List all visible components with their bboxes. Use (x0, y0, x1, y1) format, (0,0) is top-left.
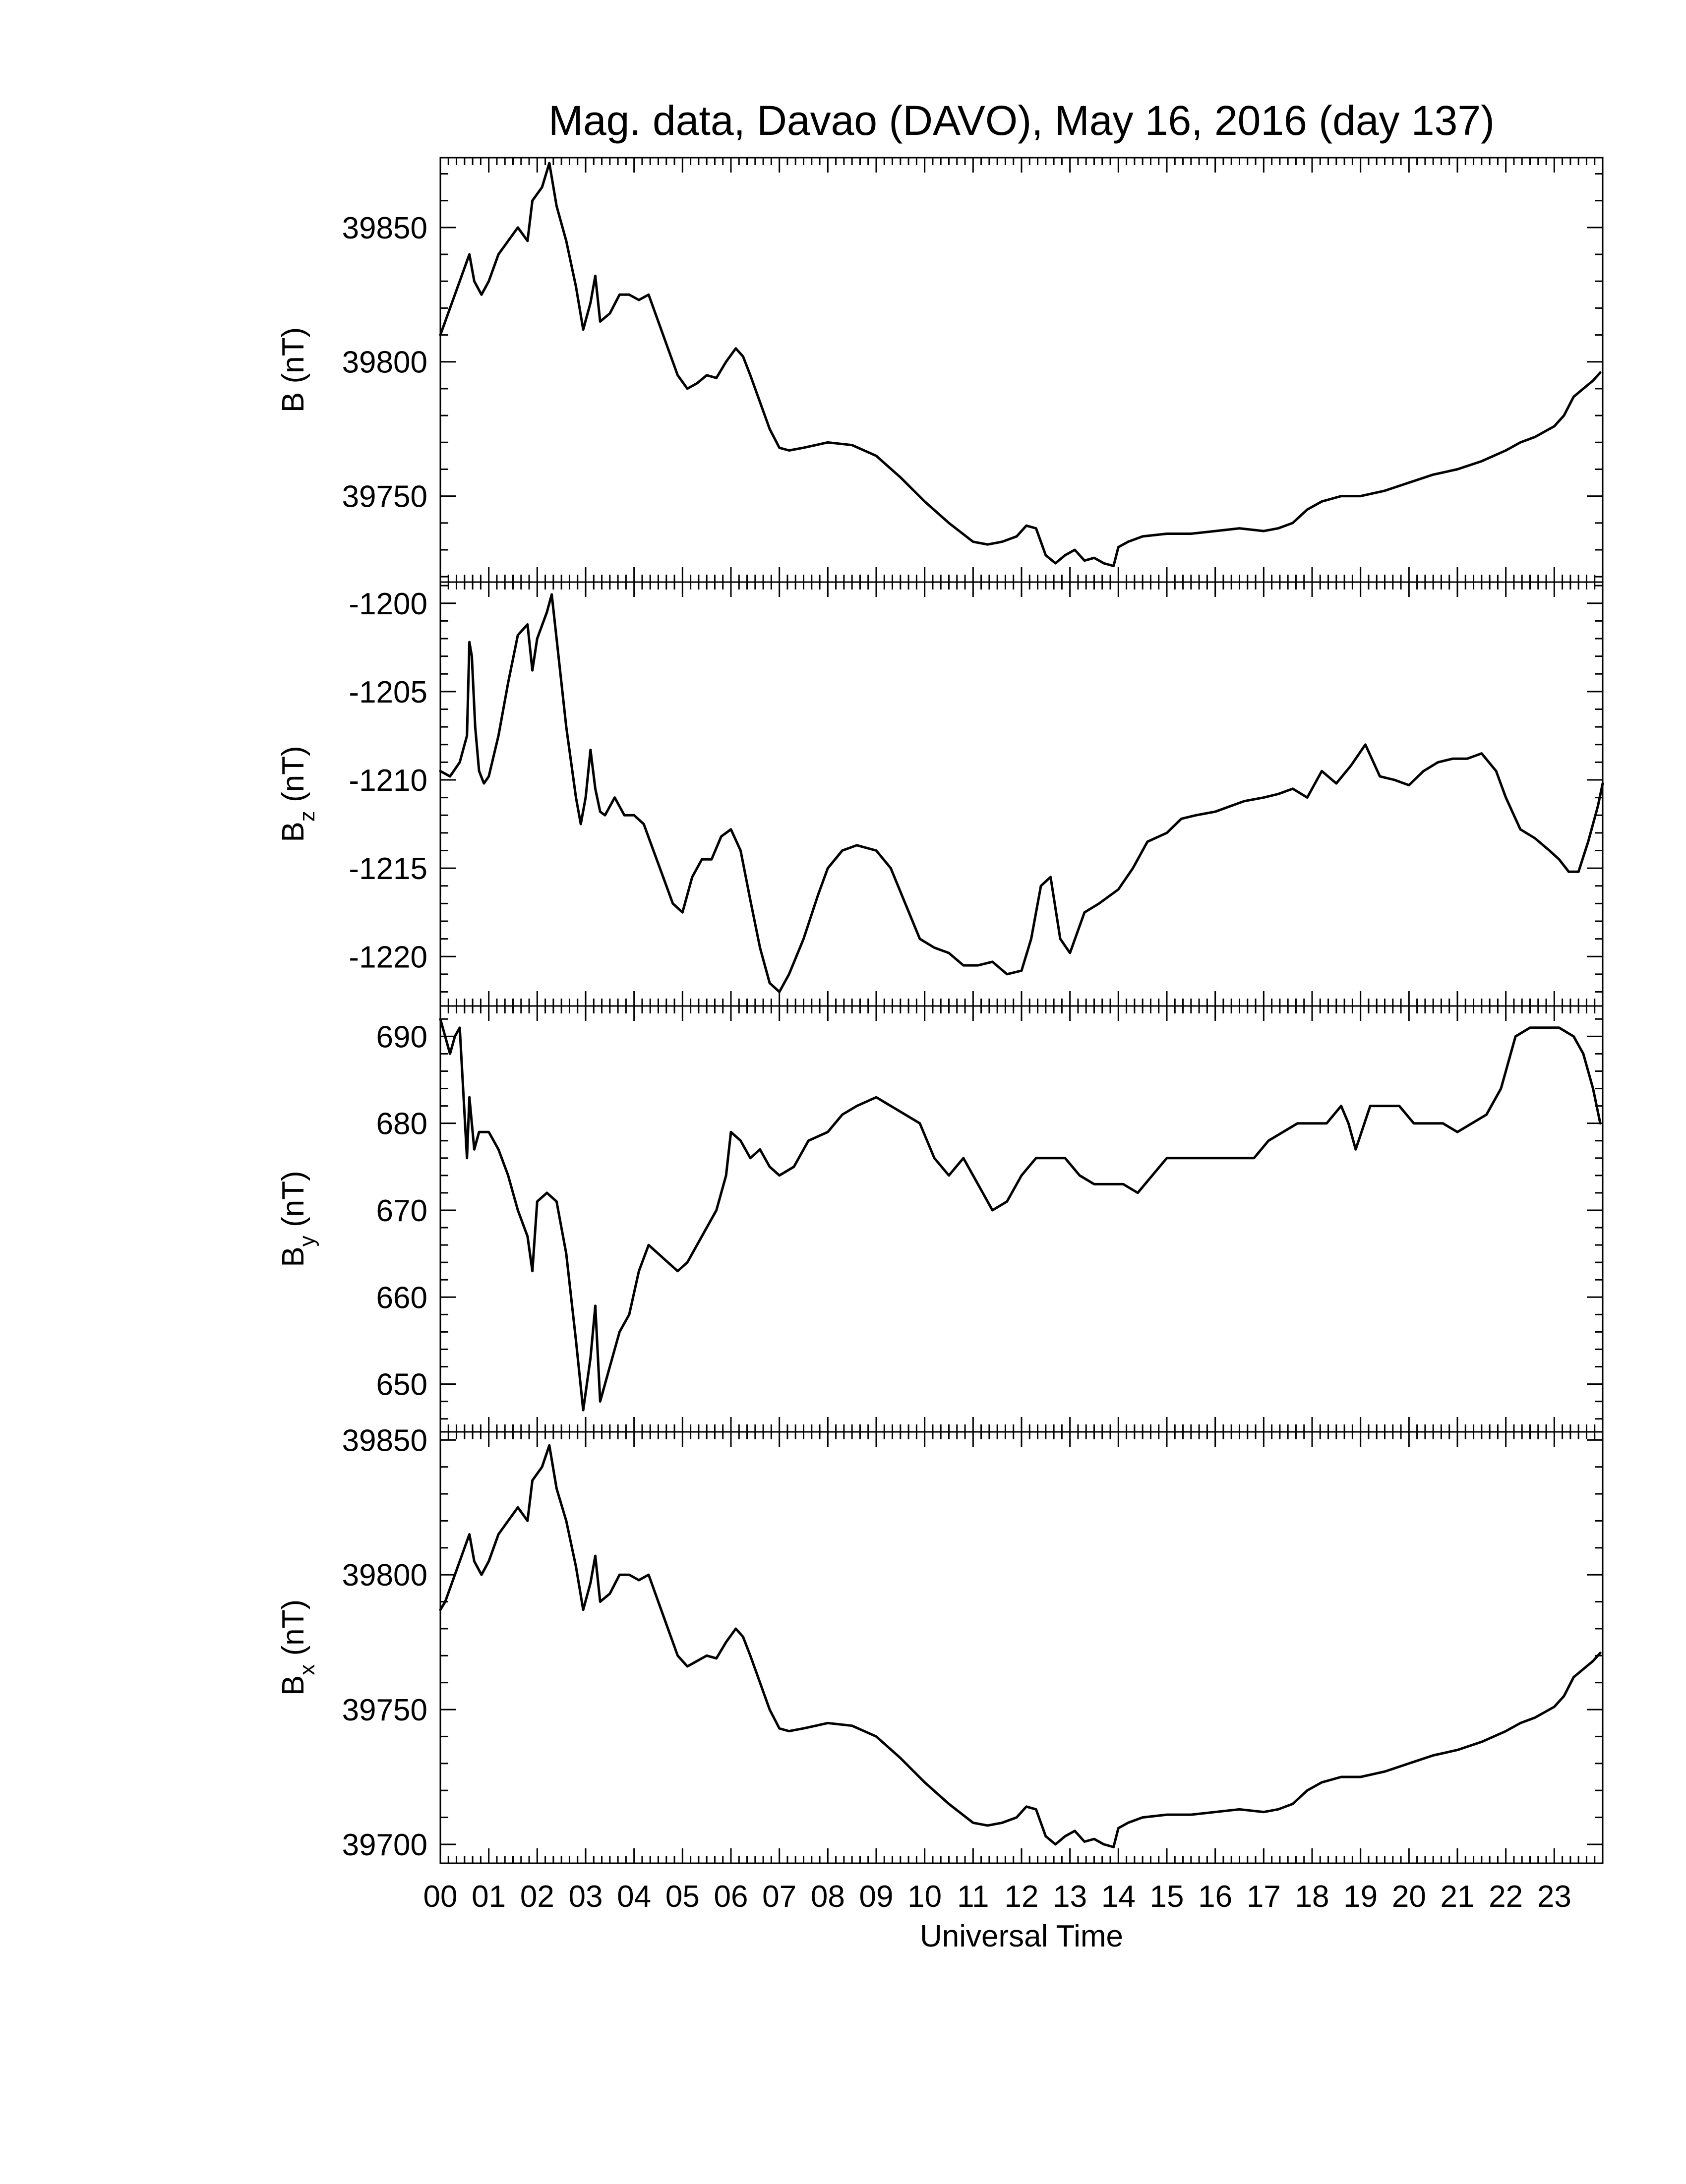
panel-b: 39750 39800 39850 B (nT) (276, 157, 1604, 583)
y-tick-label: 690 (376, 1020, 427, 1054)
x-ticks (439, 582, 1604, 1006)
y-axis-label-unit: (nT) (276, 1599, 310, 1664)
y-axis-label-unit: (nT) (276, 746, 310, 811)
x-tick-label: 08 (811, 1880, 845, 1914)
panel-bz: -1220 -1215 -1210 -1205 -1200 Bz (nT) (276, 581, 1604, 1007)
y-tick-label: -1200 (349, 587, 427, 621)
y-axis-label-main: B (276, 822, 310, 842)
chart-title: Mag. data, Davao (DAVO), May 16, 2016 (d… (548, 97, 1495, 144)
y-tick-label: 39800 (342, 346, 427, 380)
panel-by: 650 660 670 680 690 By (nT) (276, 1005, 1604, 1433)
x-tick-label: 20 (1392, 1880, 1426, 1914)
y-tick-label: 660 (376, 1281, 427, 1315)
x-tick-labels: 00 01 02 03 04 05 06 07 08 09 10 11 12 13 14 15 16 17 18 19… (423, 1880, 1571, 1914)
y-tick-label: 680 (376, 1107, 427, 1141)
y-tick-label: 670 (376, 1194, 427, 1228)
y-tick-label: -1215 (349, 852, 427, 886)
x-tick-label: 06 (714, 1880, 748, 1914)
x-tick-label: 00 (423, 1880, 458, 1914)
y-axis-label: B (nT) (276, 327, 310, 413)
y-tick-label: 39850 (342, 1423, 427, 1458)
y-axis-label-sub: z (295, 811, 319, 822)
x-tick-label: 07 (762, 1880, 796, 1914)
y-tick-label: -1205 (349, 675, 427, 709)
x-ticks (439, 158, 1604, 582)
x-tick-label: 18 (1295, 1880, 1329, 1914)
x-tick-label: 19 (1343, 1880, 1378, 1914)
y-ticks (440, 173, 1603, 578)
x-tick-label: 12 (1005, 1880, 1039, 1914)
y-tick-label: 650 (376, 1368, 427, 1402)
x-tick-label: 09 (859, 1880, 894, 1914)
x-tick-label: 01 (472, 1880, 506, 1914)
y-tick-label: 39750 (342, 480, 427, 514)
series-line-by (439, 1017, 1602, 1412)
y-tick-label: 39850 (342, 211, 427, 245)
y-axis-label-main: B (276, 392, 310, 413)
y-axis-label-sub: x (295, 1664, 319, 1675)
panel-frame (439, 157, 1604, 583)
y-axis-label: By (nT) (276, 1171, 319, 1267)
y-tick-label: -1220 (349, 940, 427, 974)
x-tick-label: 22 (1489, 1880, 1523, 1914)
x-tick-label: 10 (907, 1880, 942, 1914)
y-ticks (440, 585, 1603, 993)
panel-frame (439, 1005, 1604, 1433)
x-tick-label: 02 (520, 1880, 554, 1914)
y-ticks (440, 1018, 1603, 1420)
x-tick-label: 21 (1441, 1880, 1475, 1914)
y-axis-label-unit: (nT) (276, 327, 310, 392)
series-line-bz (439, 593, 1604, 993)
y-axis-label-sub: y (295, 1236, 319, 1246)
series-line-bx (439, 1444, 1602, 1848)
x-tick-label: 14 (1101, 1880, 1136, 1914)
y-axis-label-main: B (276, 1246, 310, 1267)
y-axis-label: Bz (nT) (276, 746, 319, 842)
x-tick-label: 17 (1247, 1880, 1281, 1914)
x-ticks (439, 1006, 1604, 1432)
panel-frame (439, 581, 1604, 1007)
x-tick-label: 16 (1198, 1880, 1232, 1914)
x-tick-label: 05 (665, 1880, 700, 1914)
x-tick-label: 04 (617, 1880, 651, 1914)
x-tick-label: 03 (569, 1880, 603, 1914)
x-axis-label: Universal Time (920, 1919, 1123, 1953)
x-tick-label: 15 (1150, 1880, 1184, 1914)
y-ticks (440, 1439, 1603, 1845)
x-tick-label: 13 (1053, 1880, 1087, 1914)
x-ticks (439, 1432, 1604, 1863)
y-tick-label: 39700 (342, 1828, 427, 1862)
x-tick-label: 23 (1537, 1880, 1571, 1914)
y-tick-label: -1210 (349, 764, 427, 798)
y-tick-label: 39800 (342, 1558, 427, 1593)
panel-bx: 39700 39750 39800 39850 Bx (nT) (276, 1423, 1604, 1864)
y-axis-label-unit: (nT) (276, 1171, 310, 1236)
y-tick-label: 39750 (342, 1693, 427, 1727)
series-line-b (439, 162, 1602, 567)
x-tick-label: 11 (957, 1880, 989, 1914)
y-axis-label-main: B (276, 1675, 310, 1696)
y-axis-label: Bx (nT) (276, 1599, 319, 1696)
panel-frame (439, 1431, 1604, 1864)
panels: 39750 39800 39850 B (nT) -1220 -1215 -1210 -120… (276, 157, 1604, 1864)
